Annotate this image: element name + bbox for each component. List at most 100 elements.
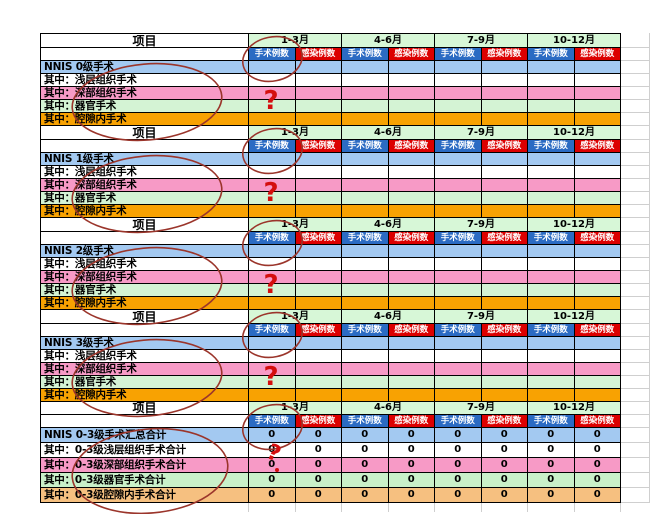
value-cell[interactable]: [528, 376, 575, 389]
value-cell[interactable]: [435, 113, 482, 126]
value-cell[interactable]: 0: [435, 443, 482, 458]
value-cell[interactable]: [528, 179, 575, 192]
value-cell[interactable]: [574, 205, 621, 218]
infection-count-header[interactable]: 感染例数: [481, 324, 528, 337]
value-cell[interactable]: [249, 297, 296, 310]
infection-count-header[interactable]: 感染例数: [574, 324, 621, 337]
value-cell[interactable]: [481, 179, 528, 192]
subheader-spacer-cell[interactable]: [41, 232, 249, 245]
value-cell[interactable]: [295, 245, 342, 258]
value-cell[interactable]: [388, 74, 435, 87]
value-cell[interactable]: 0: [528, 443, 575, 458]
value-cell[interactable]: [388, 363, 435, 376]
value-cell[interactable]: [249, 245, 296, 258]
section-title-label-cell[interactable]: NNIS 3级手术: [41, 337, 249, 350]
infection-count-header[interactable]: 感染例数: [295, 140, 342, 153]
subheader-spacer-cell[interactable]: [41, 324, 249, 337]
value-cell[interactable]: [388, 87, 435, 100]
value-cell[interactable]: [574, 350, 621, 363]
value-cell[interactable]: [342, 192, 389, 205]
value-cell[interactable]: [342, 100, 389, 113]
surgery-count-header[interactable]: 手术例数: [435, 324, 482, 337]
value-cell[interactable]: 0: [342, 458, 389, 473]
value-cell[interactable]: [249, 74, 296, 87]
value-cell[interactable]: [528, 87, 575, 100]
value-cell[interactable]: 0: [435, 428, 482, 443]
subheader-spacer-cell[interactable]: [41, 415, 249, 428]
value-cell[interactable]: [249, 350, 296, 363]
value-cell[interactable]: 0: [481, 458, 528, 473]
month-header-cell[interactable]: 1-3月: [249, 218, 342, 232]
value-cell[interactable]: [574, 74, 621, 87]
month-header-cell[interactable]: 10-12月: [528, 310, 621, 324]
infection-count-header[interactable]: 感染例数: [574, 140, 621, 153]
value-cell[interactable]: [528, 166, 575, 179]
infection-count-header[interactable]: 感染例数: [574, 415, 621, 428]
month-header-cell[interactable]: 7-9月: [435, 126, 528, 140]
surgery-count-header[interactable]: 手术例数: [342, 232, 389, 245]
value-cell[interactable]: [342, 284, 389, 297]
value-cell[interactable]: [295, 350, 342, 363]
value-cell[interactable]: [388, 297, 435, 310]
value-cell[interactable]: 0: [481, 473, 528, 488]
surgery-count-header[interactable]: 手术例数: [435, 232, 482, 245]
detail-row-label-cell[interactable]: 其中：浅层组织手术: [41, 258, 249, 271]
value-cell[interactable]: [249, 376, 296, 389]
value-cell[interactable]: [528, 245, 575, 258]
month-header-cell[interactable]: 7-9月: [435, 218, 528, 232]
surgery-count-header[interactable]: 手术例数: [249, 324, 296, 337]
surgery-count-header[interactable]: 手术例数: [342, 140, 389, 153]
surgery-count-header[interactable]: 手术例数: [528, 48, 575, 61]
value-cell[interactable]: [388, 389, 435, 402]
value-cell[interactable]: [574, 100, 621, 113]
detail-row-label-cell[interactable]: 其中：深部组织手术: [41, 179, 249, 192]
value-cell[interactable]: [249, 284, 296, 297]
value-cell[interactable]: [481, 153, 528, 166]
value-cell[interactable]: [481, 61, 528, 74]
value-cell[interactable]: [249, 87, 296, 100]
value-cell[interactable]: [342, 166, 389, 179]
value-cell[interactable]: [249, 258, 296, 271]
value-cell[interactable]: [481, 205, 528, 218]
value-cell[interactable]: 0: [249, 488, 296, 503]
detail-row-label-cell[interactable]: 其中：浅层组织手术: [41, 350, 249, 363]
item-header-cell[interactable]: 项目: [41, 34, 249, 48]
value-cell[interactable]: [342, 61, 389, 74]
value-cell[interactable]: [574, 376, 621, 389]
value-cell[interactable]: [249, 153, 296, 166]
value-cell[interactable]: [481, 192, 528, 205]
value-cell[interactable]: [528, 363, 575, 376]
value-cell[interactable]: [574, 179, 621, 192]
value-cell[interactable]: 0: [295, 443, 342, 458]
value-cell[interactable]: [574, 337, 621, 350]
surgery-count-header[interactable]: 手术例数: [528, 324, 575, 337]
value-cell[interactable]: [295, 192, 342, 205]
month-header-cell[interactable]: 1-3月: [249, 34, 342, 48]
value-cell[interactable]: [574, 166, 621, 179]
value-cell[interactable]: [481, 363, 528, 376]
value-cell[interactable]: [249, 363, 296, 376]
value-cell[interactable]: [249, 166, 296, 179]
surgery-count-header[interactable]: 手术例数: [342, 324, 389, 337]
value-cell[interactable]: [435, 153, 482, 166]
value-cell[interactable]: [435, 205, 482, 218]
value-cell[interactable]: 0: [574, 488, 621, 503]
value-cell[interactable]: [388, 153, 435, 166]
surgery-count-header[interactable]: 手术例数: [342, 415, 389, 428]
value-cell[interactable]: [528, 297, 575, 310]
value-cell[interactable]: [295, 376, 342, 389]
surgery-count-header[interactable]: 手术例数: [435, 140, 482, 153]
infection-count-header[interactable]: 感染例数: [388, 48, 435, 61]
item-header-cell[interactable]: 项目: [41, 126, 249, 140]
value-cell[interactable]: 0: [249, 458, 296, 473]
detail-row-label-cell[interactable]: 其中：腔隙内手术: [41, 297, 249, 310]
value-cell[interactable]: [528, 271, 575, 284]
surgery-count-header[interactable]: 手术例数: [249, 140, 296, 153]
value-cell[interactable]: [435, 179, 482, 192]
value-cell[interactable]: 0: [528, 473, 575, 488]
detail-row-label-cell[interactable]: 其中：浅层组织手术: [41, 166, 249, 179]
value-cell[interactable]: [481, 100, 528, 113]
value-cell[interactable]: 0: [342, 443, 389, 458]
detail-row-label-cell[interactable]: 其中：器官手术: [41, 376, 249, 389]
value-cell[interactable]: [528, 389, 575, 402]
